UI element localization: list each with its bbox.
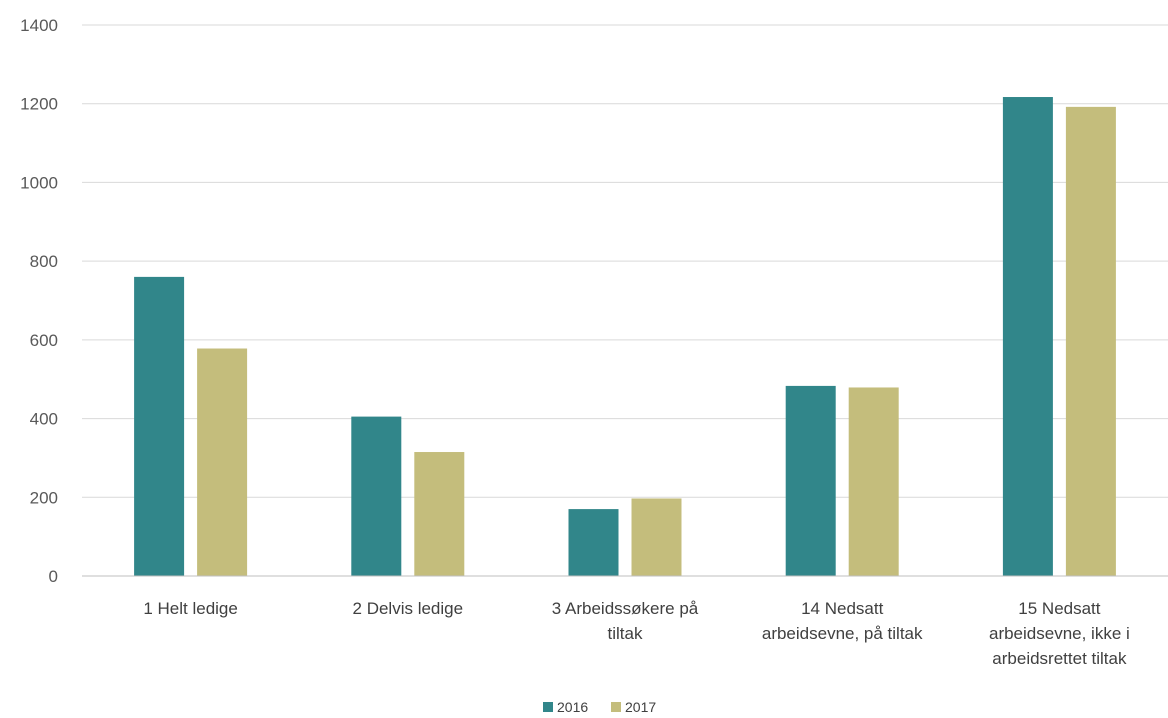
y-tick-label: 1400 <box>20 16 58 35</box>
bar-2017-5 <box>1065 106 1116 576</box>
gridlines <box>82 24 1168 498</box>
bar-2017-2 <box>414 452 465 576</box>
category-labels: 1 Helt ledige 2 Delvis ledige 3 Arbeidssøk… <box>143 599 1129 668</box>
bar-2017-4 <box>848 387 899 576</box>
y-tick-label: 400 <box>30 410 58 429</box>
bar-2016-5 <box>1002 97 1053 577</box>
y-tick-label: 1000 <box>20 173 58 192</box>
category-label: 14 Nedsatt arbeidsevne, på tiltak <box>762 599 923 643</box>
y-axis-ticks: 0 200 400 600 800 1000 1200 1400 <box>20 16 58 586</box>
legend-label-2016: 2016 <box>557 699 588 715</box>
legend-swatch-2016 <box>543 702 553 712</box>
legend-label-2017: 2017 <box>625 699 656 715</box>
y-tick-label: 200 <box>30 488 58 507</box>
category-label: 2 Delvis ledige <box>353 599 464 618</box>
bar-2017-3 <box>631 498 682 576</box>
bar-2016-4 <box>785 385 836 576</box>
bars <box>134 97 1116 577</box>
bar-2016-1 <box>134 276 185 576</box>
y-tick-label: 0 <box>49 567 58 586</box>
y-tick-label: 600 <box>30 331 58 350</box>
bar-2016-3 <box>568 509 619 576</box>
category-label: 3 Arbeidssøkere på tiltak <box>552 599 699 643</box>
category-label: 15 Nedsatt arbeidsevne, ikke i arbeidsrett… <box>989 599 1130 668</box>
bar-2016-2 <box>351 416 402 576</box>
bar-2017-1 <box>197 348 248 576</box>
legend-swatch-2017 <box>611 702 621 712</box>
legend: 2016 2017 <box>543 699 656 715</box>
y-tick-label: 1200 <box>20 95 58 114</box>
y-tick-label: 800 <box>30 252 58 271</box>
category-label: 1 Helt ledige <box>143 599 238 618</box>
